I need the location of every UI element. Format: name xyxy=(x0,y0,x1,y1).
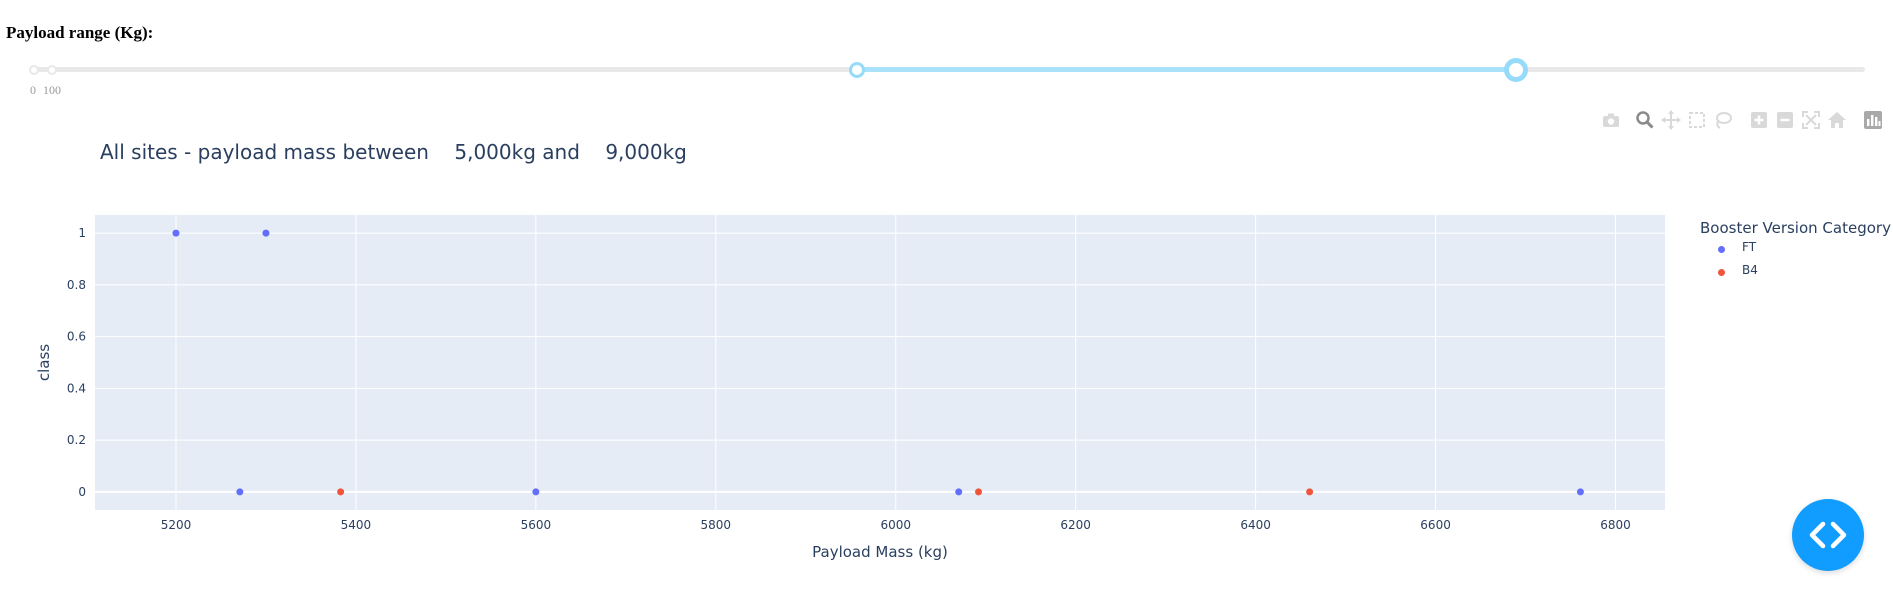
plot-background[interactable] xyxy=(95,215,1665,510)
data-point-b4[interactable] xyxy=(1306,488,1314,496)
x-tick-label: 6400 xyxy=(1240,518,1271,532)
x-tick-label: 6000 xyxy=(880,518,911,532)
payload-range-slider[interactable]: 0 100 xyxy=(29,55,1865,97)
legend-item-b4[interactable]: B4 xyxy=(1700,262,1891,283)
lasso-icon[interactable] xyxy=(1712,109,1734,131)
x-tick-label: 6200 xyxy=(1060,518,1091,532)
data-point-b4[interactable] xyxy=(975,488,983,496)
y-tick-label: 1 xyxy=(78,226,86,240)
payload-range-label: Payload range (Kg): xyxy=(6,23,154,42)
legend-title: Booster Version Category xyxy=(1700,219,1891,237)
zoom-out-icon[interactable] xyxy=(1774,109,1796,131)
x-axis-ticks: 5200 5400 5600 5800 6000 6200 6400 6600 6800 xyxy=(161,518,1631,532)
x-tick-label: 5600 xyxy=(521,518,552,532)
y-tick-label: 0.4 xyxy=(67,381,86,395)
x-tick-label: 5400 xyxy=(341,518,372,532)
x-grid xyxy=(175,215,1617,510)
slider-handle-low[interactable] xyxy=(849,62,865,78)
reset-axes-icon[interactable] xyxy=(1826,109,1848,131)
camera-icon[interactable] xyxy=(1600,109,1622,131)
data-point-ft[interactable] xyxy=(236,488,244,496)
legend-item-ft[interactable]: FT xyxy=(1700,239,1891,260)
y-tick-label: 0 xyxy=(78,485,86,499)
x-tick-label: 5200 xyxy=(161,518,192,532)
x-tick-label: 5800 xyxy=(701,518,732,532)
data-point-ft[interactable] xyxy=(1576,488,1584,496)
y-grid xyxy=(95,232,1665,493)
legend-marker-ft xyxy=(1718,246,1725,253)
autoscale-icon[interactable] xyxy=(1800,109,1822,131)
plotly-logo-icon[interactable] xyxy=(1862,109,1884,131)
box-select-icon[interactable] xyxy=(1686,109,1708,131)
y-tick-label: 0.2 xyxy=(67,433,86,447)
y-tick-label: 0.6 xyxy=(67,330,86,344)
legend: Booster Version Category FT B4 xyxy=(1700,219,1891,283)
modebar xyxy=(1600,109,1890,131)
x-tick-label: 6600 xyxy=(1420,518,1451,532)
pan-icon[interactable] xyxy=(1660,109,1682,131)
x-axis-title: Payload Mass (kg) xyxy=(812,543,948,561)
chart-title: All sites - payload mass between 5,000kg… xyxy=(100,140,687,164)
slider-handle-high[interactable] xyxy=(1504,58,1529,82)
legend-label-ft: FT xyxy=(1742,240,1757,254)
dev-tools-button[interactable] xyxy=(1792,499,1864,571)
legend-marker-b4 xyxy=(1718,269,1725,276)
zoom-in-icon[interactable] xyxy=(1748,109,1770,131)
x-tick-label: 6800 xyxy=(1600,518,1631,532)
slider-selected-track xyxy=(857,67,1517,72)
y-tick-label: 0.8 xyxy=(67,278,86,292)
y-axis-ticks: 0 0.2 0.4 0.6 0.8 1 xyxy=(67,226,86,499)
slider-dot-0[interactable] xyxy=(29,65,39,75)
slider-mark-0: 0 xyxy=(30,83,36,97)
slider-dot-100[interactable] xyxy=(47,65,57,75)
y-axis-title: class xyxy=(35,344,53,381)
data-point-ft[interactable] xyxy=(955,488,963,496)
data-point-ft[interactable] xyxy=(262,229,270,237)
zoom-icon[interactable] xyxy=(1634,109,1656,131)
data-point-ft[interactable] xyxy=(172,229,180,237)
scatter-points xyxy=(172,229,1584,496)
slider-mark-100: 100 xyxy=(43,83,61,97)
data-point-ft[interactable] xyxy=(532,488,540,496)
legend-label-b4: B4 xyxy=(1742,263,1758,277)
code-brackets-icon xyxy=(1809,521,1847,549)
data-point-b4[interactable] xyxy=(337,488,345,496)
